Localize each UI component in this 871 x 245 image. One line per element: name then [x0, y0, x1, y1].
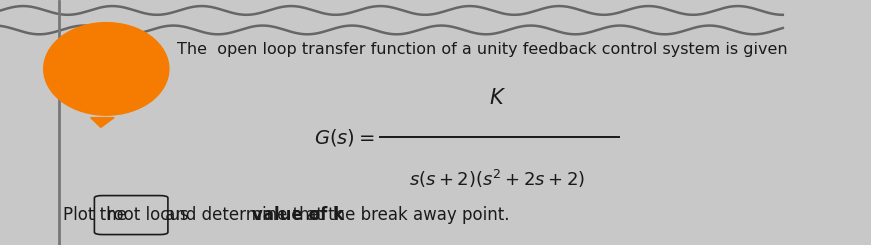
- Polygon shape: [91, 118, 114, 127]
- Text: $s(s+2)(s^2+2s+2)$: $s(s+2)(s^2+2s+2)$: [409, 168, 585, 190]
- Text: $G(s) =$: $G(s) =$: [314, 127, 375, 148]
- Text: $K$: $K$: [489, 88, 506, 108]
- Text: root locus: root locus: [107, 206, 188, 224]
- Text: Q: Q: [62, 60, 75, 78]
- Text: at the break away point.: at the break away point.: [300, 206, 510, 224]
- Text: value of k: value of k: [253, 206, 344, 224]
- Text: below;: below;: [67, 84, 130, 102]
- Ellipse shape: [44, 23, 169, 115]
- Text: and determine the: and determine the: [160, 206, 325, 224]
- Text: The  open loop transfer function of a unity feedback control system is given: The open loop transfer function of a uni…: [177, 42, 787, 57]
- Text: Plot the: Plot the: [64, 206, 132, 224]
